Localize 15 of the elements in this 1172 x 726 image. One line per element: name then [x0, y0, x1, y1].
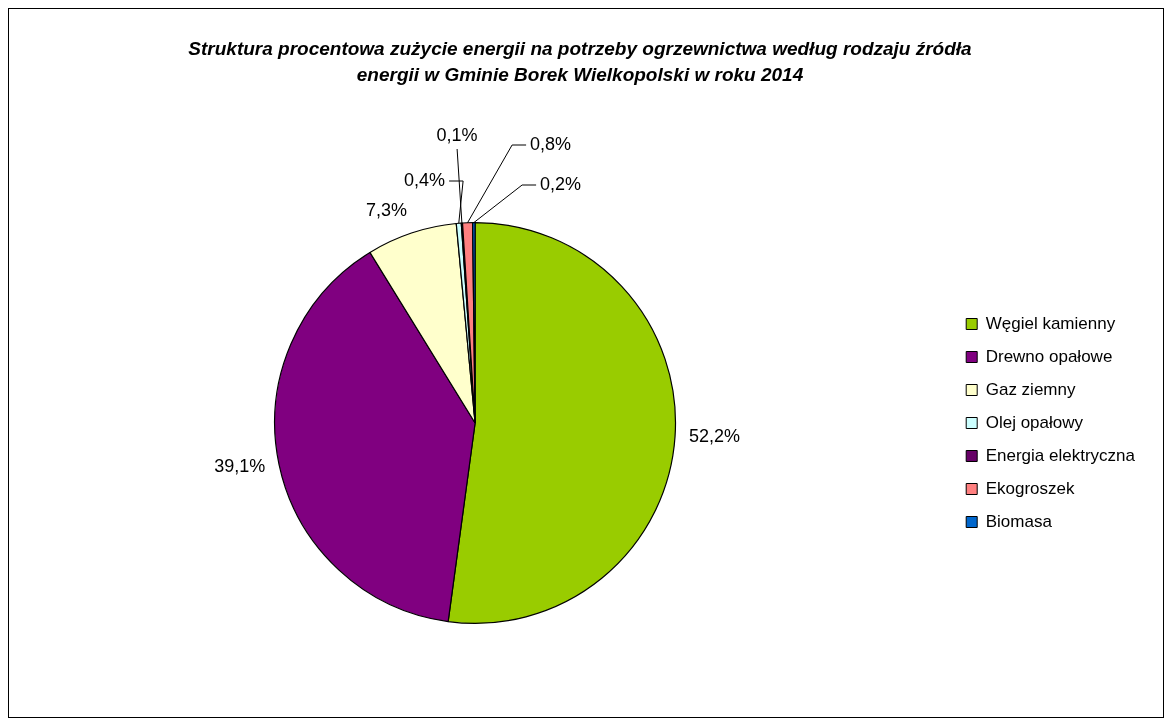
legend-label: Energia elektryczna	[985, 445, 1136, 465]
data-label: 52,2%	[689, 426, 741, 447]
data-label: 0,4%	[404, 169, 446, 190]
legend-label: Węgiel kamienny	[985, 313, 1116, 333]
legend-label: Gaz ziemny	[985, 379, 1076, 399]
chart-title: Struktura procentowa zużycie energii na potrzeby ogrzewnictwa według rodzaju źródła energii w Gminie Borek Wielkopolski w roku 2014	[187, 37, 973, 87]
data-label: 39,1%	[214, 456, 266, 477]
legend-label: Ekogroszek	[985, 478, 1076, 498]
data-label: 7,3%	[365, 199, 407, 220]
data-label: 0,2%	[540, 173, 582, 194]
data-label: 0,8%	[530, 133, 572, 154]
data-label: 0,1%	[436, 124, 478, 145]
legend-label: Biomasa	[985, 511, 1053, 531]
legend-label: Olej opałowy	[985, 412, 1084, 432]
legend-label: Drewno opałowe	[985, 346, 1113, 366]
